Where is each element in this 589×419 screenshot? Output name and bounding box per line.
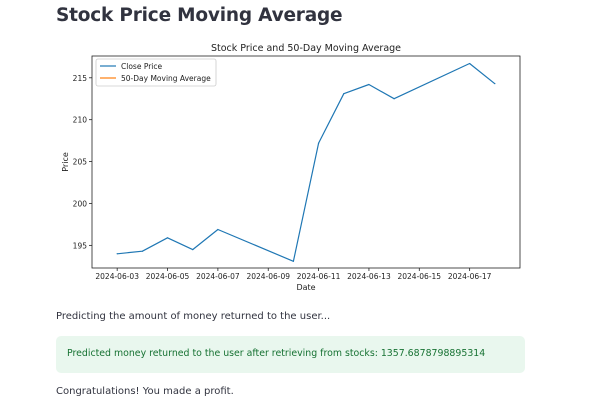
result-message: Congratulations! You made a profit.: [56, 386, 234, 397]
plot-area: [91, 55, 521, 269]
success-alert-text: Predicted money returned to the user aft…: [67, 348, 486, 359]
data-point: [192, 248, 194, 251]
x-axis: 2024-06-03 2024-06-05 2024-06-07 2024-06-09…: [95, 268, 492, 281]
x-tick-label: 2024-06-09: [246, 272, 290, 281]
y-axis: 195 200 205 210 215: [73, 74, 92, 250]
status-message: Predicting the amount of money returned …: [56, 311, 331, 322]
data-point: [116, 253, 118, 255]
data-point: [166, 237, 169, 239]
series-line-close-price: [117, 62, 496, 262]
data-point: [317, 142, 320, 144]
series-layer: [116, 62, 496, 262]
x-tick-label: 2024-06-15: [397, 272, 441, 281]
y-tick-label: 210: [73, 116, 88, 125]
x-tick-label: 2024-06-11: [297, 272, 341, 281]
x-tick-label: 2024-06-17: [448, 272, 492, 281]
legend: Close Price 50-Day Moving Average: [95, 58, 217, 87]
data-point: [217, 228, 219, 231]
x-axis-label: Date: [296, 283, 315, 292]
y-tick-label: 200: [73, 199, 88, 208]
price-chart: Stock Price and 50-Day Moving Average 19…: [61, 43, 521, 292]
legend-label-moving-average: 50-Day Moving Average: [121, 74, 211, 83]
page-title: Stock Price Moving Average: [56, 5, 343, 26]
data-point: [292, 260, 295, 262]
y-axis-label: Price: [61, 152, 70, 172]
y-tick-label: 215: [73, 74, 88, 83]
chart-title: Stock Price and 50-Day Moving Average: [211, 43, 401, 54]
data-point: [368, 83, 370, 86]
data-point: [469, 62, 471, 65]
legend-box: [95, 58, 217, 87]
data-point: [393, 98, 395, 100]
x-tick-label: 2024-06-03: [95, 272, 139, 281]
x-tick-label: 2024-06-13: [347, 272, 391, 281]
y-tick-label: 205: [73, 158, 88, 167]
data-point: [494, 83, 496, 85]
data-point: [343, 93, 345, 95]
x-tick-label: 2024-06-05: [146, 272, 190, 281]
success-alert: Predicted money returned to the user aft…: [56, 336, 525, 373]
x-tick-label: 2024-06-07: [196, 272, 240, 281]
y-tick-label: 195: [73, 241, 88, 250]
legend-label-close-price: Close Price: [121, 62, 162, 71]
data-point: [141, 250, 143, 252]
